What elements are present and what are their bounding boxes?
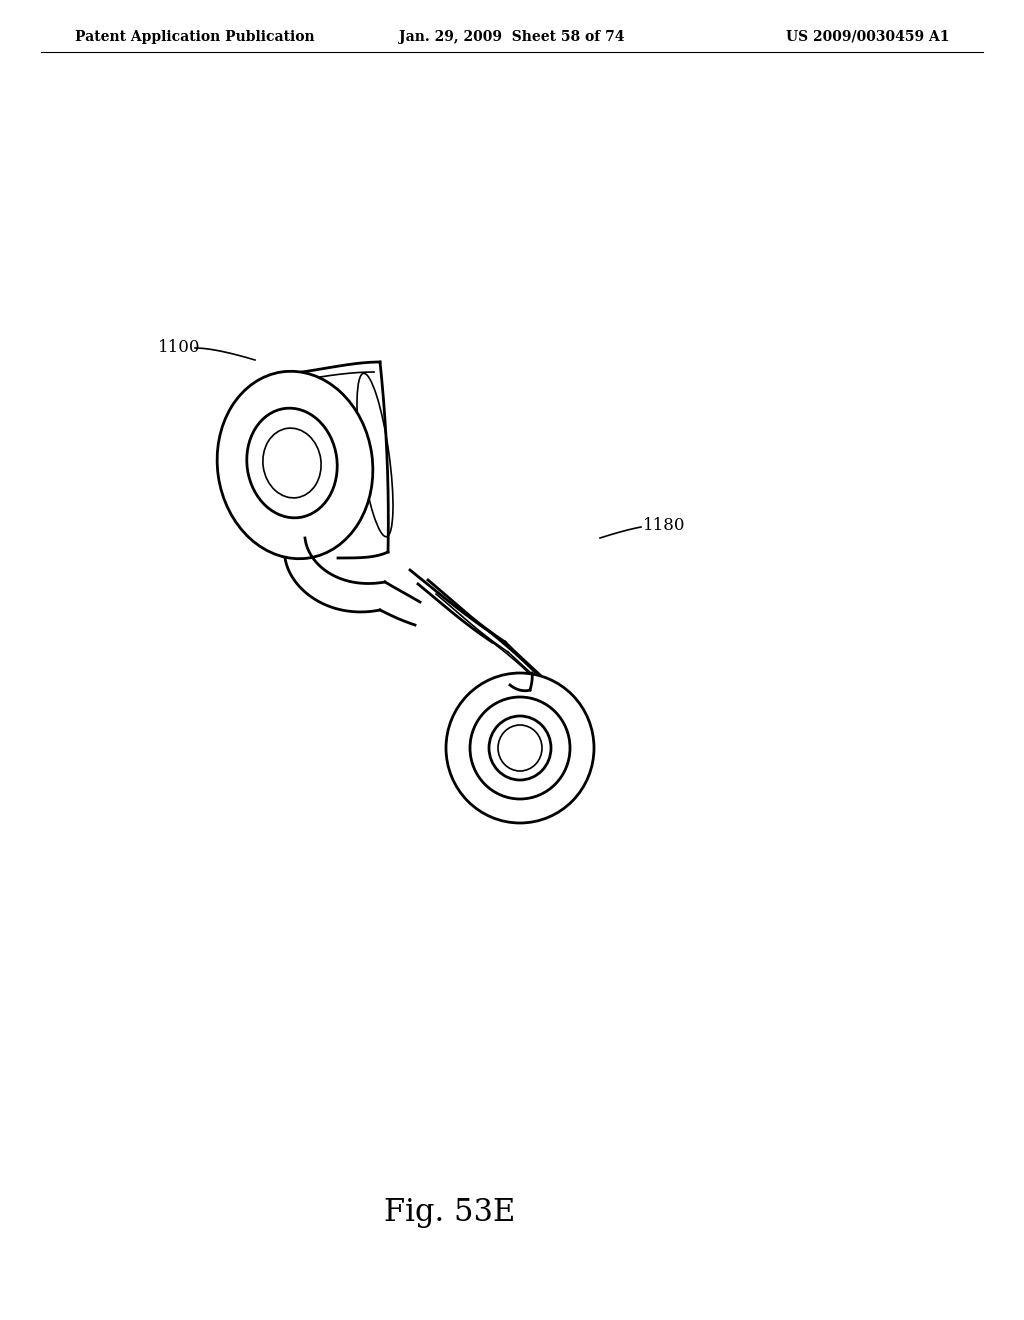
Ellipse shape: [217, 371, 373, 558]
Text: Patent Application Publication: Patent Application Publication: [75, 30, 314, 44]
Text: 1100: 1100: [158, 339, 201, 356]
Ellipse shape: [247, 408, 337, 517]
Ellipse shape: [446, 673, 594, 822]
Text: Fig. 53E: Fig. 53E: [384, 1196, 516, 1228]
Text: US 2009/0030459 A1: US 2009/0030459 A1: [786, 30, 950, 44]
Ellipse shape: [357, 374, 393, 537]
Ellipse shape: [489, 715, 551, 780]
Text: 1180: 1180: [643, 516, 685, 533]
Ellipse shape: [470, 697, 570, 799]
Ellipse shape: [498, 725, 542, 771]
Text: Jan. 29, 2009  Sheet 58 of 74: Jan. 29, 2009 Sheet 58 of 74: [399, 30, 625, 44]
Ellipse shape: [263, 428, 322, 498]
